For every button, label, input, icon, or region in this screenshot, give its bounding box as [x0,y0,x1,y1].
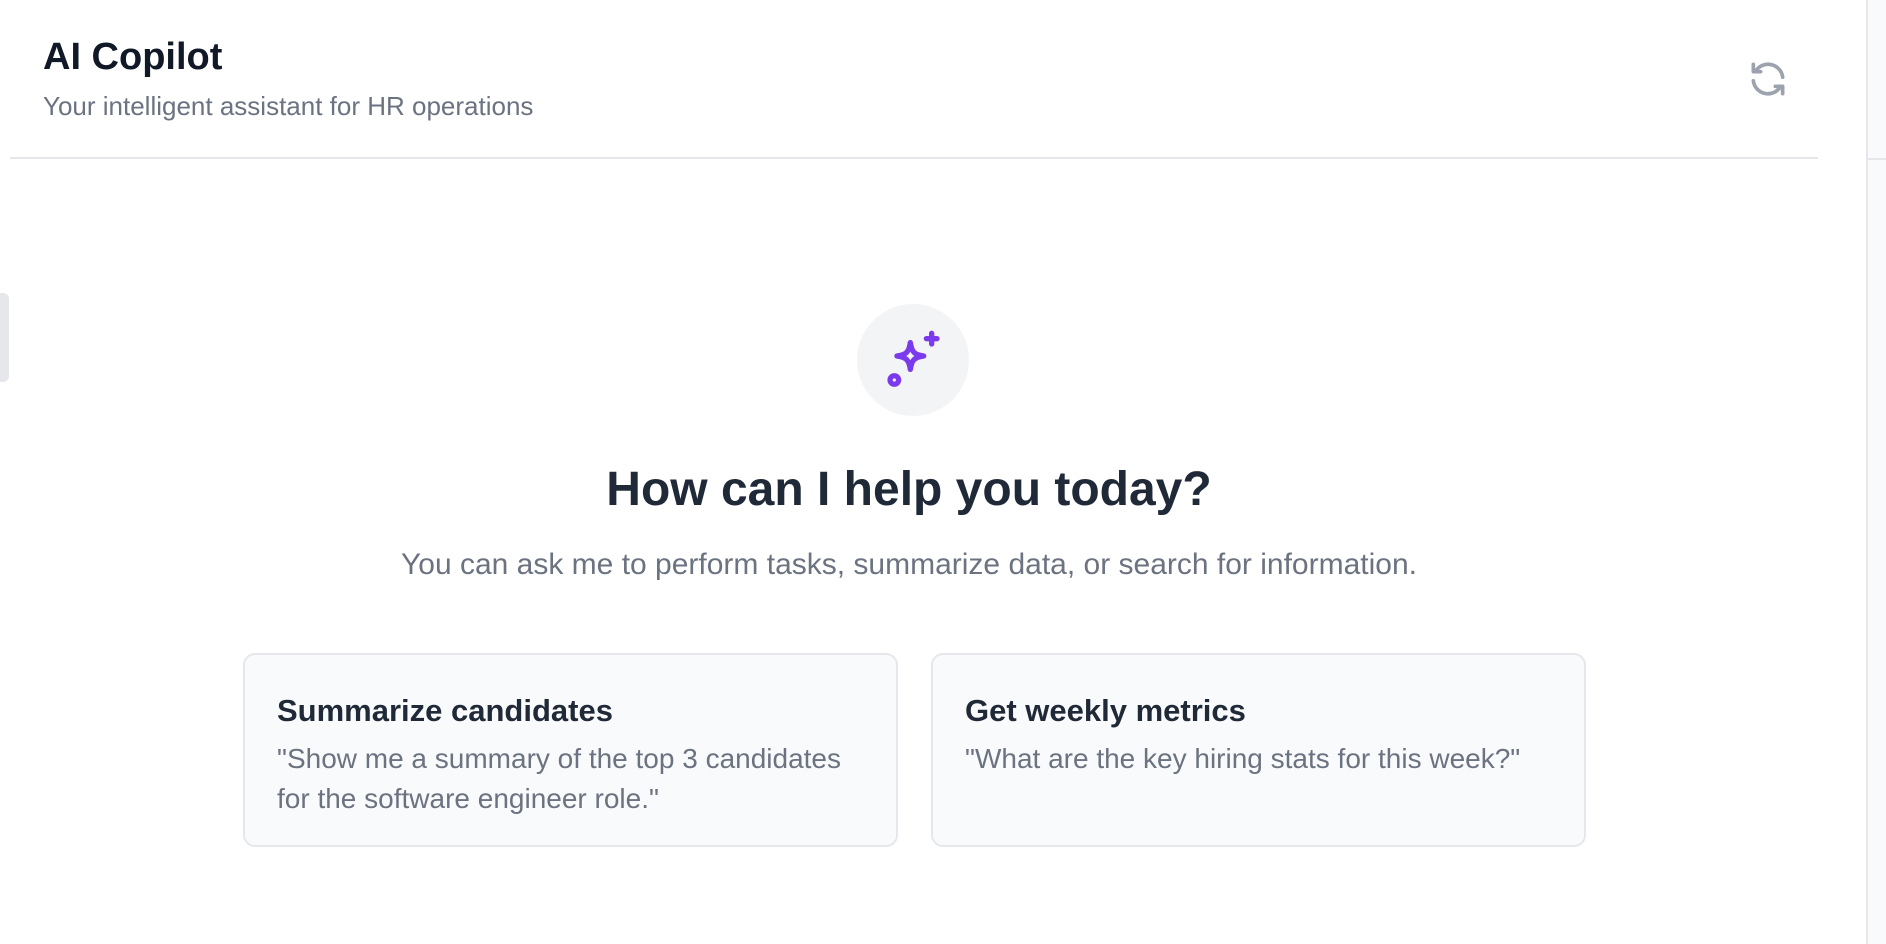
suggestion-prompt: "Show me a summary of the top 3 candidat… [277,743,842,814]
sparkles-icon [887,330,940,387]
suggestion-card-summarize-candidates[interactable]: Summarize candidates "Show me a summary … [243,653,898,847]
sidebar-toggle-handle[interactable] [0,293,9,382]
suggestion-title: Get weekly metrics [965,693,1246,728]
suggestion-title: Summarize candidates [277,693,613,728]
refresh-icon [1751,62,1785,96]
welcome-subheading: You can ask me to perform tasks, summari… [401,548,1417,581]
page-header: AI Copilot Your intelligent assistant fo… [10,0,1818,159]
refresh-button[interactable] [1746,57,1790,101]
suggestion-card-weekly-metrics[interactable]: Get weekly metrics "What are the key hir… [931,653,1586,847]
copilot-icon-badge [857,304,969,416]
welcome-heading: How can I help you today? [606,463,1212,516]
right-panel [1866,0,1886,944]
suggestion-prompt: "What are the key hiring stats for this … [965,743,1521,774]
page-subtitle: Your intelligent assistant for HR operat… [43,91,534,121]
page-title: AI Copilot [43,36,223,78]
